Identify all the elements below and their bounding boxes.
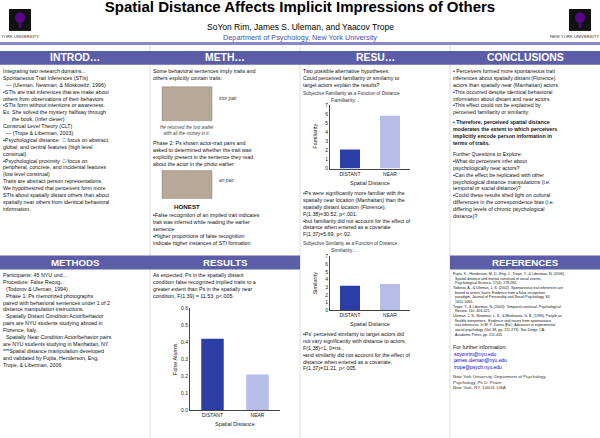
svg-text:5: 5 xyxy=(325,120,328,126)
svg-text:Subjective Similarity as a Fun: Subjective Similarity as a Function of D… xyxy=(303,241,398,246)
svg-text:NEAR: NEAR xyxy=(383,171,397,177)
svg-text:Familiarity: Familiarity xyxy=(312,123,318,148)
svg-text:2: 2 xyxy=(325,292,328,298)
svg-text:•False recognition of an impli: •False recognition of an implied trait i… xyxy=(153,212,260,246)
svg-text:New York University, Departmen: New York University, Department of Psych… xyxy=(453,374,546,390)
svg-text:0.5: 0.5 xyxy=(181,322,188,328)
svg-text:•Ps' perceived similarity to t: •Ps' perceived similarity to target acto… xyxy=(303,331,410,371)
svg-text:For further information:: For further information: xyxy=(453,344,507,350)
svg-text:7: 7 xyxy=(325,253,328,259)
svg-text:NEAR: NEAR xyxy=(383,312,397,318)
svg-text:4: 4 xyxy=(325,129,328,135)
svg-text:•Ps were significantly more fa: •Ps were significantly more familiar wit… xyxy=(303,190,411,237)
svg-text:YORK UNIVERSITY: YORK UNIVERSITY xyxy=(1,34,39,39)
svg-text:DISTANT: DISTANT xyxy=(339,171,360,177)
svg-text:7: 7 xyxy=(325,102,328,108)
svg-text:5: 5 xyxy=(325,269,328,275)
svg-text:False Alarms: False Alarms xyxy=(172,343,178,375)
svg-text:Participants: 45 NYU und...Pro: Participants: 45 NYU und...Procedure: Fa… xyxy=(3,272,112,368)
svg-text:RESU…: RESU… xyxy=(356,52,395,63)
svg-text:CONCLUSIONS: CONCLUSIONS xyxy=(487,52,564,63)
svg-text:0.2: 0.2 xyxy=(181,373,188,379)
svg-text:RESULTS: RESULTS xyxy=(203,257,248,268)
svg-text:0.1: 0.1 xyxy=(181,390,188,396)
svg-text:Spatial Distance: Spatial Distance xyxy=(350,321,390,327)
svg-text:He returned the lost walletwit: He returned the lost walletwith all the … xyxy=(160,125,214,136)
svg-text:3: 3 xyxy=(325,138,328,144)
svg-text:Similarity...: Similarity... xyxy=(331,247,357,253)
svg-text:As expected, Ps in the spatial: As expected, Ps in the spatially distant… xyxy=(153,272,256,299)
svg-text:0.3: 0.3 xyxy=(181,356,188,362)
svg-text:METHODS: METHODS xyxy=(51,257,100,268)
svg-text:Subjective Familiarity as a Fu: Subjective Familiarity as a Function of … xyxy=(303,91,400,96)
svg-text:2: 2 xyxy=(325,147,328,153)
svg-text:INTROD…: INTROD… xyxy=(50,52,100,63)
svg-text:NEW YORK UNIVERSITY: NEW YORK UNIVERSITY xyxy=(550,34,599,39)
svg-text:1: 1 xyxy=(325,156,328,162)
svg-text:Department of Psychology, New: Department of Psychology, New York Unive… xyxy=(223,33,377,42)
svg-text:METH…: METH… xyxy=(205,52,245,63)
svg-text:Similarity: Similarity xyxy=(312,272,318,295)
svg-text:• Perceivers formed more spont: • Perceivers formed more spontaneous tra… xyxy=(453,68,559,115)
svg-text:Integrating two research domai: Integrating two research domains...Spont… xyxy=(3,68,110,212)
svg-text:an pair: an pair xyxy=(219,178,234,183)
svg-text:DISTANT: DISTANT xyxy=(202,412,223,418)
svg-text:Spatial Distance: Spatial Distance xyxy=(215,421,255,427)
svg-text:Some behavioral sentences impl: Some behavioral sentences imply traits a… xyxy=(153,68,256,81)
svg-text:DISTANT: DISTANT xyxy=(339,312,360,318)
svg-text:NEAR: NEAR xyxy=(251,412,265,418)
svg-text:0: 0 xyxy=(325,165,328,171)
svg-text:0.0: 0.0 xyxy=(181,407,188,413)
svg-text:REFERENCES: REFERENCES xyxy=(492,257,559,268)
svg-text:SoYon Rim, James S. Uleman, an: SoYon Rim, James S. Uleman, and Yaacov T… xyxy=(207,22,394,32)
svg-text:• Therefore, perceived spatial: • Therefore, perceived spatial distancem… xyxy=(453,119,557,146)
svg-text:3: 3 xyxy=(325,284,328,290)
svg-text:soyonrim@nyu.edujames.uleman@n: soyonrim@nyu.edujames.uleman@nyu.edutrop… xyxy=(453,352,507,370)
svg-text:0: 0 xyxy=(325,307,328,313)
svg-text:inor pair: inor pair xyxy=(219,96,237,101)
svg-text:Spatial Distance Affects Impli: Spatial Distance Affects Implicit Impres… xyxy=(105,0,495,15)
svg-text:Spatial Distance: Spatial Distance xyxy=(350,180,390,186)
svg-text:0.4: 0.4 xyxy=(181,339,188,345)
svg-text:6: 6 xyxy=(325,261,328,267)
svg-text:Further Questions to Explore:•: Further Questions to Explore:•What do pe… xyxy=(453,151,554,219)
svg-text:Two possible alternative hypot: Two possible alternative hypotheses:Coul… xyxy=(303,68,399,88)
svg-text:HONEST: HONEST xyxy=(174,203,200,210)
svg-text:0.6: 0.6 xyxy=(181,305,188,311)
svg-text:Phase 2: Ps shown actor-trait: Phase 2: Ps shown actor-trait pairs anda… xyxy=(153,140,253,167)
svg-text:Fujita, K., Henderson, M. D.,: Fujita, K., Henderson, M. D., Eng, J., T… xyxy=(453,272,565,337)
svg-text:Familiarity...: Familiarity... xyxy=(331,97,359,103)
svg-text:4: 4 xyxy=(325,276,328,282)
svg-text:6: 6 xyxy=(325,111,328,117)
svg-text:1: 1 xyxy=(325,299,328,305)
